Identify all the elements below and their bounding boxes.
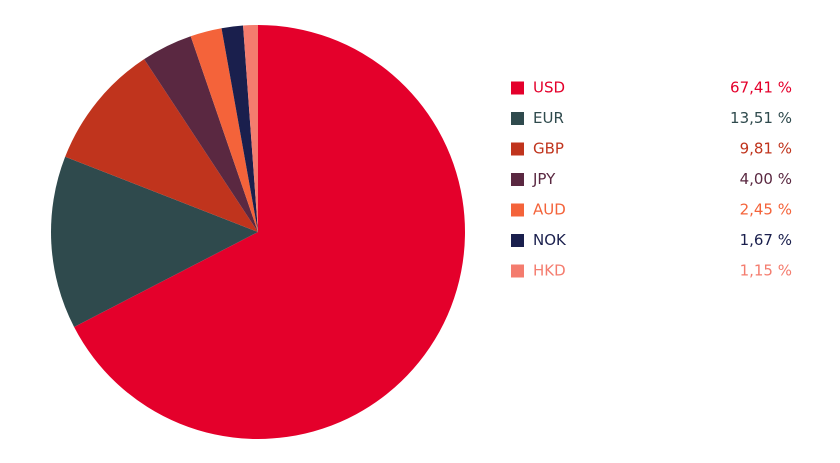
legend-value: 4,00 % (740, 170, 792, 188)
legend-value: 13,51 % (730, 109, 792, 127)
legend-value: 1,15 % (740, 262, 792, 280)
pie-slice (190, 28, 258, 232)
legend-label: GBP (533, 140, 564, 158)
legend-label: AUD (533, 201, 566, 219)
pie-slice (51, 156, 259, 328)
legend-swatch (511, 234, 524, 247)
legend-label: EUR (533, 109, 564, 127)
legend-swatch (511, 112, 524, 125)
legend-swatch (511, 264, 524, 278)
pie-slice (221, 25, 258, 232)
pie-slice (65, 59, 258, 232)
legend-label: JPY (532, 170, 556, 188)
legend-label: NOK (533, 231, 567, 249)
legend-value: 67,41 % (730, 79, 792, 97)
legend-label: HKD (533, 262, 566, 280)
pie-slice (144, 36, 258, 232)
legend-swatch (511, 203, 524, 217)
legend-value: 9,81 % (740, 140, 792, 158)
legend-swatch (511, 142, 524, 156)
legend-value: 1,67 % (740, 231, 792, 249)
legend-label: USD (533, 79, 565, 97)
legend-swatch (511, 81, 524, 95)
pie-slice (243, 25, 258, 232)
legend-swatch (511, 173, 524, 186)
legend-value: 2,45 % (740, 201, 792, 219)
pie-slice (74, 25, 465, 439)
